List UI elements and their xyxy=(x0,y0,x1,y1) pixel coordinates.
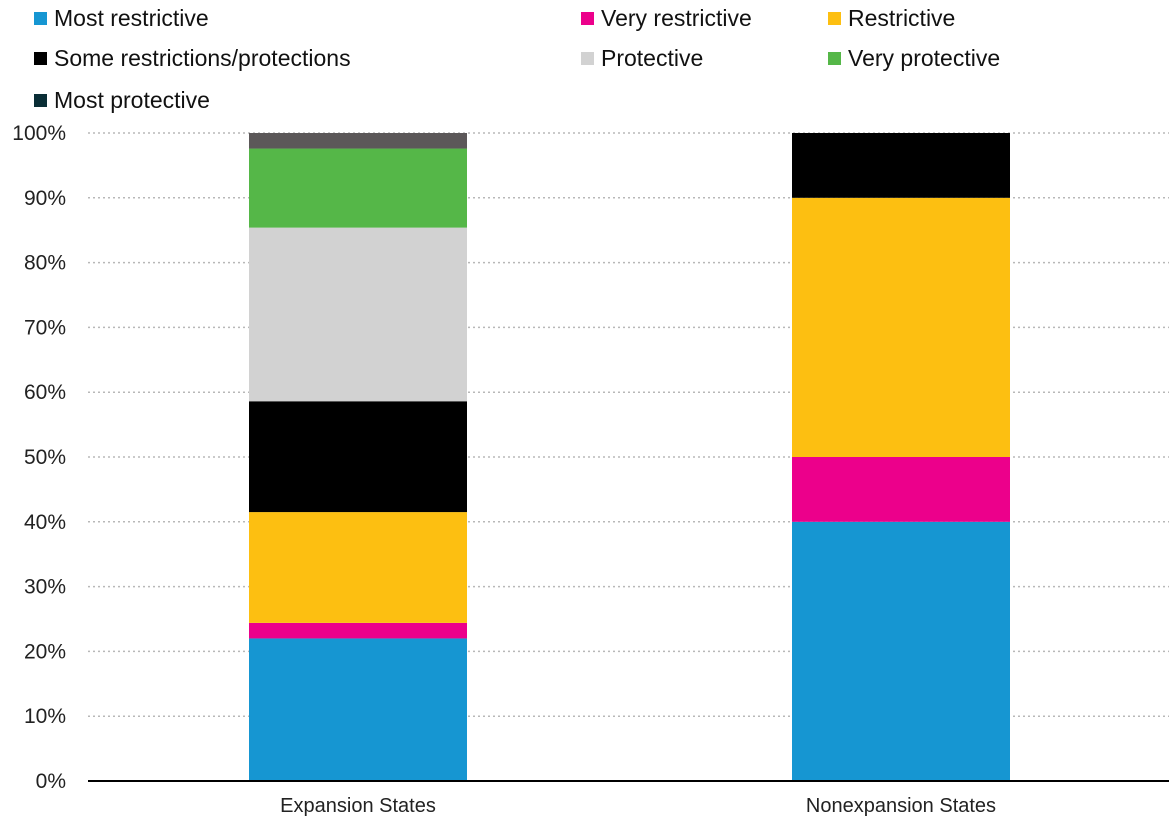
legend: Most restrictive Very restrictive Restrict… xyxy=(34,5,1000,113)
bar-segment xyxy=(249,512,467,623)
legend-item: Very restrictive xyxy=(581,5,752,31)
legend-label: Restrictive xyxy=(848,5,955,31)
x-category-label: Nonexpansion States xyxy=(806,795,996,817)
legend-item: Protective xyxy=(581,45,703,71)
bar-segment xyxy=(792,197,1010,458)
x-category-label: Expansion States xyxy=(280,795,436,817)
y-tick-label: 10% xyxy=(24,705,66,728)
bar-segment xyxy=(249,638,467,781)
legend-swatch xyxy=(828,52,841,65)
legend-item: Most protective xyxy=(34,87,210,113)
legend-label: Very protective xyxy=(848,45,1000,71)
legend-label: Very restrictive xyxy=(601,5,752,31)
bar-segment xyxy=(249,401,467,513)
bar-segment xyxy=(249,227,467,402)
legend-swatch xyxy=(34,52,47,65)
legend-item: Very protective xyxy=(828,45,1000,71)
legend-swatch xyxy=(581,52,594,65)
y-tick-label: 100% xyxy=(12,122,66,145)
bar-segment xyxy=(792,133,1010,198)
legend-item: Restrictive xyxy=(828,5,955,31)
legend-swatch xyxy=(34,12,47,25)
bar-segment xyxy=(792,521,1010,781)
y-tick-label: 90% xyxy=(24,187,66,210)
legend-label: Some restrictions/protections xyxy=(54,45,351,71)
bar-segment xyxy=(792,457,1010,522)
bar-segment xyxy=(249,133,467,149)
y-tick-label: 70% xyxy=(24,316,66,339)
legend-swatch xyxy=(828,12,841,25)
y-tick-label: 50% xyxy=(24,446,66,469)
legend-item: Most restrictive xyxy=(34,5,209,31)
legend-label: Protective xyxy=(601,45,703,71)
y-tick-label: 80% xyxy=(24,252,66,275)
legend-swatch xyxy=(34,94,47,107)
bars xyxy=(249,133,1010,781)
legend-label: Most protective xyxy=(54,87,210,113)
bar-segment xyxy=(249,148,467,228)
x-axis: Expansion States Nonexpansion States xyxy=(280,795,996,817)
y-tick-label: 60% xyxy=(24,381,66,404)
y-tick-label: 40% xyxy=(24,511,66,534)
legend-swatch xyxy=(581,12,594,25)
y-tick-label: 20% xyxy=(24,640,66,663)
legend-label: Most restrictive xyxy=(54,5,209,31)
y-tick-label: 30% xyxy=(24,576,66,599)
y-tick-label: 0% xyxy=(36,770,66,793)
y-axis: 0% 10% 20% 30% 40% 50% 60% 70% 80% 90% 100% xyxy=(12,122,66,793)
legend-item: Some restrictions/protections xyxy=(34,45,351,71)
bar-segment xyxy=(249,622,467,639)
